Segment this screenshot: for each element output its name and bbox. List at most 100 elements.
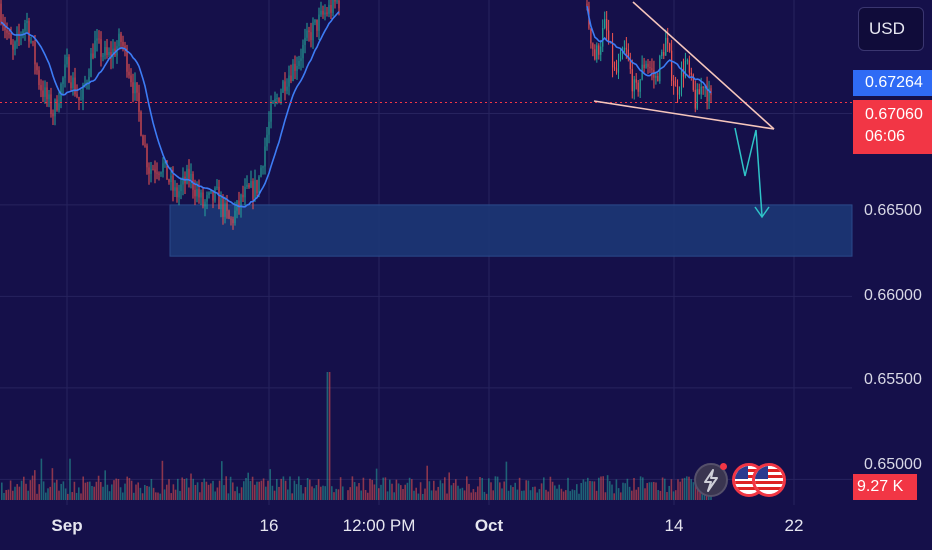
volume-bar — [514, 482, 516, 500]
volume-bar — [339, 477, 342, 500]
volume-bar — [565, 490, 567, 500]
volume-bar — [657, 489, 659, 500]
candle-body — [12, 44, 14, 50]
candle-body — [52, 113, 54, 117]
volume-bar — [351, 476, 354, 500]
volume-bar — [243, 481, 245, 500]
volume-bar — [424, 488, 426, 500]
candle-body — [682, 68, 685, 77]
candle-body — [663, 52, 665, 56]
volume-bar — [73, 481, 76, 500]
volume-bar — [626, 478, 629, 500]
candle-body — [288, 75, 290, 87]
volume-value: 9.27 K — [857, 478, 904, 495]
candle-body — [172, 175, 174, 191]
volume-tag: 9.27 K — [853, 474, 917, 500]
volume-bar — [419, 482, 422, 500]
volume-bar — [152, 487, 155, 500]
volume-bar — [518, 477, 521, 500]
candle-body — [164, 160, 166, 164]
candle-body — [168, 179, 170, 183]
us-flag-icon[interactable] — [752, 463, 786, 497]
volume-bar — [439, 480, 442, 500]
candle-body — [238, 200, 240, 208]
volume-bar — [393, 492, 395, 500]
volume-bar — [333, 492, 335, 500]
volume-bar — [27, 490, 29, 500]
volume-bar — [9, 480, 12, 500]
volume-bar — [463, 490, 466, 500]
candle-body — [680, 68, 683, 90]
volume-bar — [256, 481, 258, 500]
candle-body — [284, 81, 286, 91]
candle-body — [598, 45, 600, 55]
volume-bar — [16, 484, 18, 500]
volume-bar — [342, 486, 344, 500]
volume-bar — [247, 472, 249, 500]
volume-bar — [479, 476, 481, 500]
volume-bar — [71, 492, 73, 500]
candle-body — [322, 10, 324, 15]
candle-body — [58, 103, 60, 111]
volume-bar — [34, 470, 36, 500]
volume-bar — [470, 492, 472, 500]
volume-bar — [422, 493, 424, 500]
y-tick-label: 0.66500 — [864, 202, 922, 219]
candle-body — [228, 210, 230, 219]
currency-button[interactable]: USD — [858, 7, 924, 51]
volume-bar — [251, 476, 254, 500]
volume-bar — [234, 491, 236, 500]
candle-body — [222, 197, 224, 217]
candle-body — [132, 82, 134, 94]
volume-bar — [93, 486, 95, 500]
candle-body — [154, 169, 156, 173]
candle-body — [326, 12, 328, 14]
lightning-icon[interactable] — [694, 463, 728, 497]
volume-bar — [488, 478, 490, 500]
volume-bar — [426, 465, 428, 500]
candle-body — [122, 41, 124, 46]
candle-body — [224, 202, 226, 217]
candle-body — [230, 218, 232, 220]
candle-body — [108, 51, 110, 56]
volume-bar — [36, 493, 38, 500]
candle-body — [308, 30, 310, 33]
volume-bar — [289, 476, 291, 500]
volume-bar — [485, 493, 488, 500]
volume-bar — [119, 487, 122, 500]
candle-body — [234, 210, 236, 224]
candle-body — [138, 92, 140, 112]
candle-body — [332, 0, 334, 13]
candle-body — [700, 86, 702, 95]
candle-body — [208, 192, 210, 196]
volume-bar — [280, 478, 282, 500]
candle-body — [304, 37, 306, 45]
candle-body — [692, 74, 694, 90]
wedge-upper-line — [632, 1, 775, 130]
volume-bar — [459, 488, 461, 500]
candle-body — [44, 87, 46, 97]
volume-bar — [494, 476, 497, 500]
candle-body — [146, 145, 148, 168]
volume-bar — [1, 482, 3, 500]
candle-body — [188, 168, 190, 180]
candle-body — [118, 33, 120, 47]
volume-bar — [591, 481, 593, 500]
candle-body — [220, 197, 222, 210]
volume-bar — [148, 486, 150, 500]
volume-bar — [146, 485, 148, 500]
candle-body — [246, 184, 248, 187]
candle-body — [586, 3, 588, 7]
candle-body — [336, 0, 338, 2]
volume-bar — [397, 483, 400, 500]
volume-bar — [382, 477, 384, 500]
candle-body — [310, 32, 312, 41]
volume-bar — [633, 477, 635, 500]
candle-body — [152, 169, 154, 171]
volume-bar — [551, 481, 554, 500]
volume-bar — [415, 487, 417, 500]
candle-body — [110, 51, 112, 59]
volume-bar — [62, 481, 65, 500]
